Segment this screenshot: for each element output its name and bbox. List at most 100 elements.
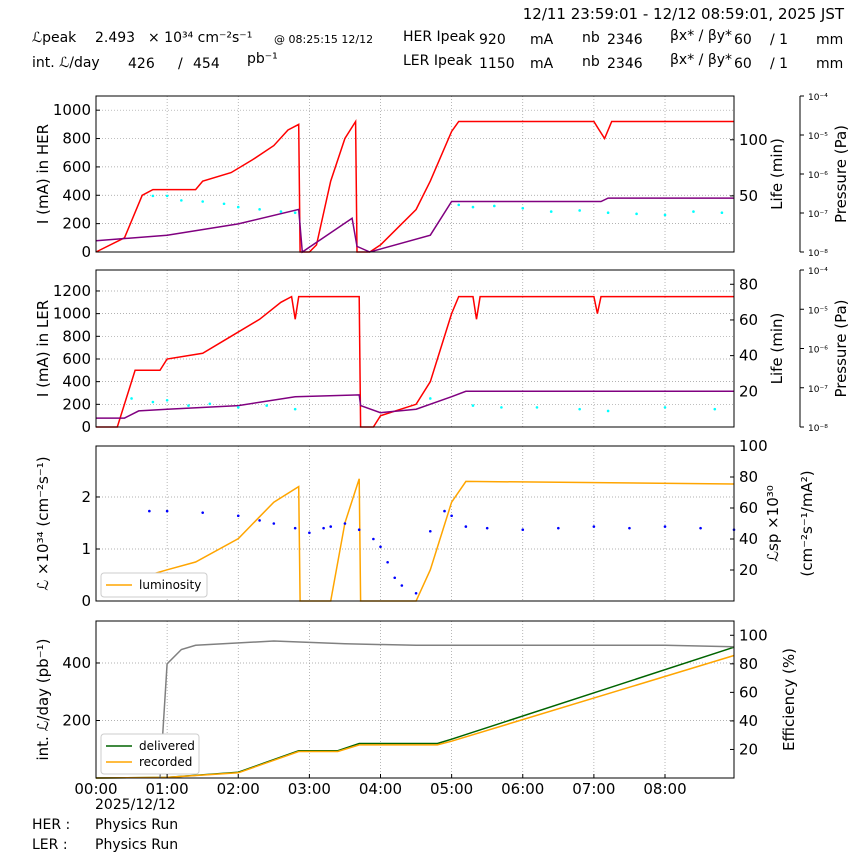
lpeak-label: ℒpeak	[32, 30, 77, 46]
x-tick-label: 06:00	[501, 780, 544, 798]
x-tick-label: 01:00	[146, 780, 189, 798]
data-point	[414, 591, 418, 595]
lpeak-unit: × 10³⁴ cm⁻²s⁻¹	[148, 30, 253, 46]
her-nb: 2346	[607, 32, 643, 48]
data-point	[713, 407, 717, 411]
series-line-recorded	[95, 654, 735, 779]
her-mode-label: HER :	[32, 817, 71, 833]
data-point	[464, 525, 468, 528]
her-bx: 60	[734, 32, 752, 48]
pressure-tick-label: 10⁻⁶	[808, 171, 828, 181]
data-point	[549, 210, 553, 213]
y-right-axis-label: Efficiency (%)	[780, 648, 798, 751]
plot-frame	[95, 95, 735, 253]
y-tick-label: 2	[81, 488, 91, 506]
her-beta-label: βx* / βy*	[670, 28, 733, 44]
data-point	[692, 210, 695, 213]
data-point	[628, 526, 631, 530]
data-point	[293, 211, 297, 215]
data-point	[428, 397, 432, 400]
ler-bx: 60	[734, 56, 752, 72]
y-tick-label: 400	[62, 186, 91, 204]
data-point	[663, 213, 667, 217]
y-right-axis-label: Life (min)	[768, 313, 786, 385]
date-label: 2025/12/12	[95, 797, 176, 813]
data-point	[236, 406, 240, 409]
data-point	[308, 531, 311, 535]
data-point	[151, 400, 155, 404]
data-point	[485, 526, 489, 530]
x-tick-label: 03:00	[288, 780, 331, 798]
data-point	[187, 404, 190, 407]
data-point	[663, 525, 667, 528]
data-point	[720, 211, 724, 215]
data-point	[236, 205, 240, 209]
intl-unit: pb⁻¹	[247, 51, 278, 67]
plot-frame	[95, 269, 735, 428]
pressure-tick-label: 10⁻⁷	[808, 385, 828, 395]
y-tick-label: 200	[62, 215, 91, 233]
y-right-tick-label: 80	[739, 275, 758, 293]
plot-frame	[95, 620, 735, 779]
y-right-tick-label: 80	[739, 655, 758, 673]
ler-ipeak-label: LER Ipeak	[403, 53, 473, 69]
y-tick-label: 800	[62, 130, 91, 148]
data-point	[457, 203, 461, 207]
y-axis-label: I (mA) in HER	[34, 124, 52, 224]
data-point	[400, 584, 404, 587]
y-tick-label: 400	[62, 654, 91, 672]
y-right-axis-label: ℒsp ×10³⁰	[764, 485, 782, 562]
data-point	[151, 194, 155, 198]
ler-ipeak-value: 1150	[479, 56, 515, 72]
data-point	[521, 528, 525, 531]
y-right-tick-label: 20	[739, 382, 758, 400]
intl-slash: /	[178, 56, 183, 72]
y-axis-label: ℒ ×10³⁴ (cm⁻²s⁻¹)	[34, 456, 52, 590]
data-point	[165, 509, 169, 513]
legend-label: luminosity	[139, 578, 201, 592]
her-ipeak-value: 920	[479, 32, 506, 48]
y-right-tick-label: 100	[739, 437, 768, 455]
data-point	[578, 209, 581, 212]
y-right-tick-label: 60	[739, 499, 758, 517]
data-point	[343, 522, 347, 525]
legend-box	[100, 733, 200, 775]
data-point	[148, 509, 151, 513]
y-right-tick-label: 60	[739, 683, 758, 701]
legend-label: recorded	[139, 755, 192, 769]
data-point	[201, 511, 204, 514]
y-tick-label: 0	[81, 243, 91, 261]
plot-frame	[95, 445, 735, 602]
y-right-tick-label: 20	[739, 561, 758, 579]
pressure-tick-label: 10⁻⁵	[808, 132, 828, 142]
ler-ipeak-unit: mA	[530, 56, 554, 72]
y-right-tick-label: 100	[739, 626, 768, 644]
data-point	[130, 397, 133, 400]
data-point	[293, 526, 297, 530]
data-point	[450, 514, 453, 518]
y-tick-label: 1000	[53, 305, 91, 323]
y-right-tick-label: 60	[739, 311, 758, 329]
her-nb-label: nb	[582, 30, 600, 46]
ler-mode: Physics Run	[95, 837, 179, 853]
series-line	[159, 640, 735, 779]
x-tick-label: 08:00	[643, 780, 686, 798]
data-point	[180, 199, 183, 202]
y-tick-label: 0	[81, 592, 91, 610]
intl-total: 454	[193, 56, 220, 72]
series-line-luminosity	[149, 478, 735, 602]
lpeak-time: @ 08:25:15 12/12	[274, 33, 374, 46]
series-line	[96, 390, 734, 419]
data-point	[386, 560, 389, 564]
x-tick-label: 07:00	[572, 780, 615, 798]
y-right-tick-label: 100	[739, 131, 768, 149]
y-right-tick-label: 40	[739, 347, 758, 365]
data-point	[578, 407, 581, 411]
data-point	[236, 514, 240, 518]
pressure-axis-label: Pressure (Pa)	[832, 299, 850, 397]
data-point	[606, 409, 610, 413]
intl-value: 426	[128, 56, 155, 72]
pressure-axis-label: Pressure (Pa)	[832, 125, 850, 223]
her-beta-unit: mm	[816, 32, 844, 48]
